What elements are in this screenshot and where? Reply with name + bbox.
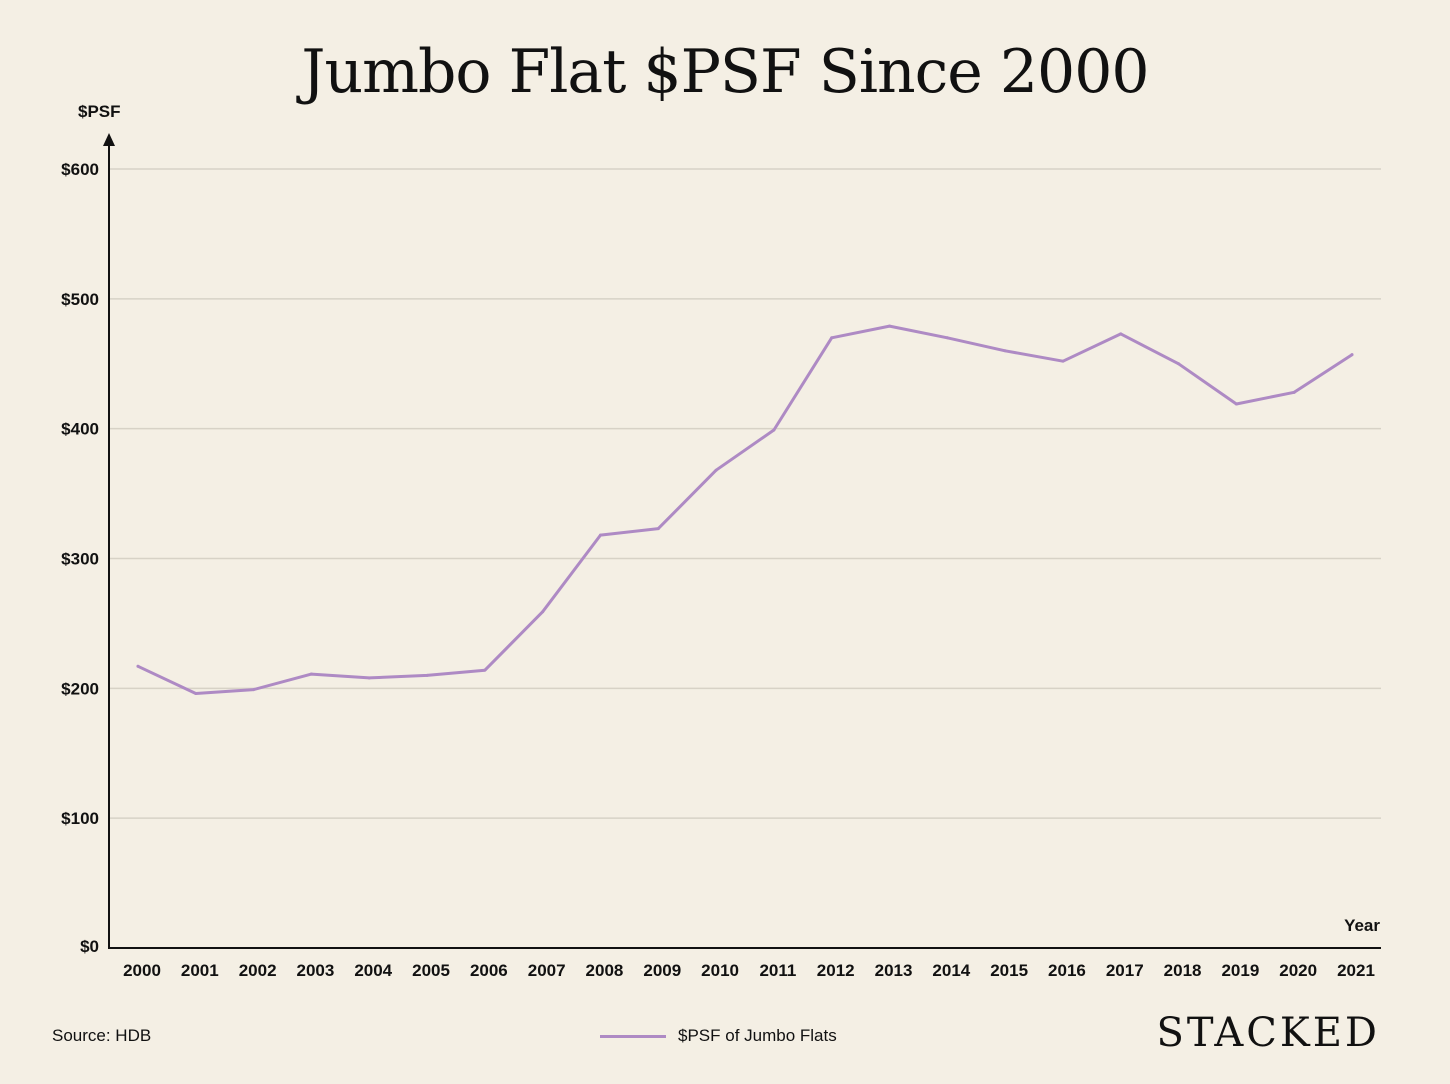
data-point — [483, 668, 487, 672]
data-point — [309, 672, 313, 676]
data-point — [1292, 390, 1296, 394]
brand-logo: STACKED — [1156, 1010, 1380, 1056]
x-tick-label: 2005 — [412, 961, 450, 980]
data-point — [367, 676, 371, 680]
data-point — [1003, 349, 1007, 353]
x-tick-label: 2012 — [817, 961, 855, 980]
x-tick-label: 2007 — [528, 961, 566, 980]
series-layer — [136, 324, 1354, 696]
axes: $PSF Year — [78, 102, 1381, 949]
data-point — [656, 527, 660, 531]
x-tick-label: 2010 — [701, 961, 739, 980]
data-point — [714, 468, 718, 472]
x-tick-label: 2014 — [932, 961, 970, 980]
data-point — [888, 324, 892, 328]
y-tick-labels: $0 $100 $200 $300 $400 $500 $600 — [61, 160, 99, 956]
data-point — [772, 428, 776, 432]
y-tick-label: $500 — [61, 290, 99, 309]
x-tick-label: 2004 — [354, 961, 392, 980]
x-tick-label: 2009 — [643, 961, 681, 980]
data-point — [541, 610, 545, 614]
x-tick-label: 2008 — [586, 961, 624, 980]
y-tick-label: $600 — [61, 160, 99, 179]
x-tick-label: 2015 — [990, 961, 1028, 980]
data-point — [136, 664, 140, 668]
data-point — [194, 692, 198, 696]
y-tick-label: $200 — [61, 679, 99, 698]
y-tick-label: $100 — [61, 809, 99, 828]
data-point — [1119, 332, 1123, 336]
source-note: Source: HDB — [52, 1026, 152, 1045]
x-tick-label: 2000 — [123, 961, 161, 980]
x-tick-label: 2013 — [875, 961, 913, 980]
data-point — [425, 673, 429, 677]
legend-swatch — [600, 1034, 666, 1038]
x-tick-label: 2001 — [181, 961, 219, 980]
x-tick-label: 2017 — [1106, 961, 1144, 980]
x-tick-label: 2016 — [1048, 961, 1086, 980]
data-point — [1061, 359, 1065, 363]
x-axis-label: Year — [1344, 916, 1380, 935]
y-tick-label: $0 — [80, 937, 99, 956]
data-point — [830, 336, 834, 340]
data-point — [1177, 362, 1181, 366]
series-line-0 — [136, 324, 1354, 695]
y-axis-arrow — [103, 133, 115, 146]
data-point — [1350, 353, 1354, 357]
x-tick-label: 2003 — [297, 961, 335, 980]
x-tick-labels: 2000 2001 2002 2003 2004 2005 2006 2007 2008 2009… — [123, 961, 1375, 980]
data-point — [945, 336, 949, 340]
x-tick-label: 2002 — [239, 961, 277, 980]
y-tick-label: $300 — [61, 550, 99, 569]
x-tick-label: 2011 — [759, 961, 796, 980]
data-point — [598, 533, 602, 537]
x-tick-label: 2018 — [1164, 961, 1202, 980]
x-tick-label: 2021 — [1337, 961, 1375, 980]
legend: $PSF of Jumbo Flats — [600, 1026, 837, 1046]
y-axis-label: $PSF — [78, 102, 121, 121]
x-tick-label: 2019 — [1221, 961, 1259, 980]
y-tick-label: $400 — [61, 420, 99, 439]
data-point — [252, 688, 256, 692]
gridlines — [109, 168, 1381, 819]
x-tick-label: 2006 — [470, 961, 508, 980]
x-tick-label: 2020 — [1279, 961, 1317, 980]
chart-title: Jumbo Flat $PSF Since 2000 — [301, 37, 1149, 107]
legend-label: $PSF of Jumbo Flats — [678, 1026, 837, 1045]
data-point — [1234, 402, 1238, 406]
